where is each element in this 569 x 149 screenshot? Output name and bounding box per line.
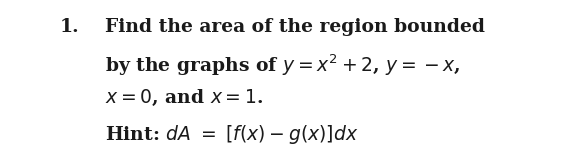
- Text: Hint: $dA \ = \ [f(x) - g(x)]dx$: Hint: $dA \ = \ [f(x) - g(x)]dx$: [105, 123, 358, 146]
- Text: Find the area of the region bounded: Find the area of the region bounded: [105, 18, 485, 36]
- Text: by the graphs of $y = x^2 + 2$, $y = -x$,: by the graphs of $y = x^2 + 2$, $y = -x$…: [105, 53, 460, 78]
- Text: 1.: 1.: [60, 18, 79, 36]
- Text: $x = 0$, and $x = 1$.: $x = 0$, and $x = 1$.: [105, 88, 263, 108]
